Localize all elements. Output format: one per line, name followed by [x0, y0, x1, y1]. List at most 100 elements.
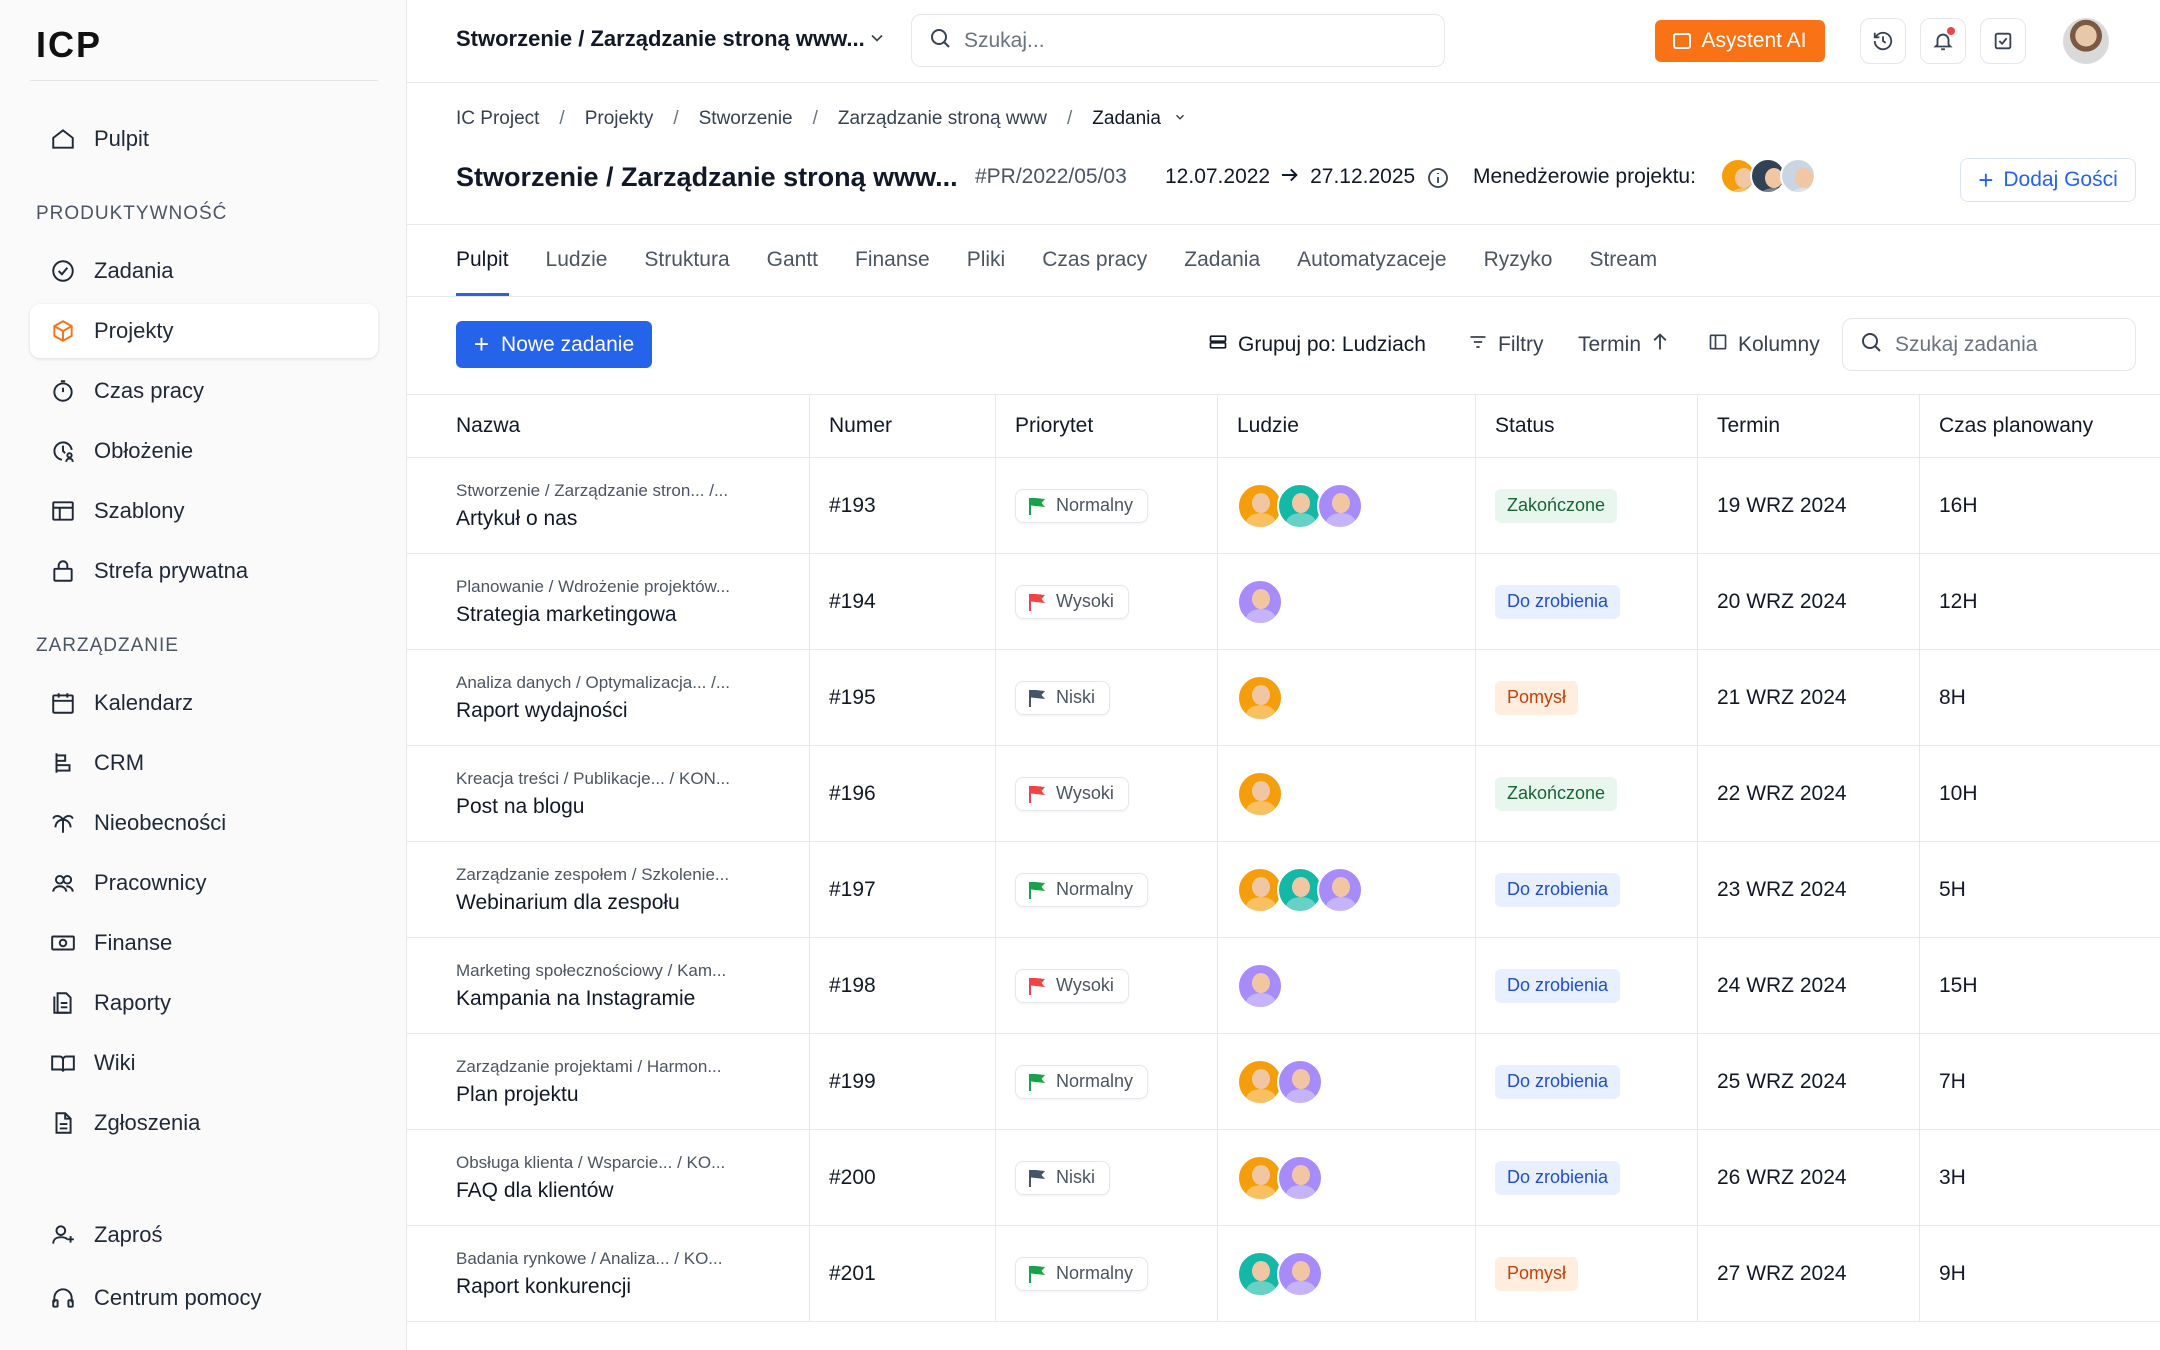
task-name-cell[interactable]: Zarządzanie projektami / Harmon... Plan p… [407, 1034, 810, 1129]
table-row[interactable]: Zarządzanie projektami / Harmon... Plan p… [407, 1034, 2160, 1130]
task-name[interactable]: Raport wydajności [456, 698, 628, 722]
task-name-cell[interactable]: Planowanie / Wdrożenie projektów... Strat… [407, 554, 810, 649]
status-badge[interactable]: Zakończone [1495, 488, 1618, 523]
tab-ryzyko[interactable]: Ryzyko [1483, 248, 1553, 271]
sidebar-item-nieobecnosci[interactable]: Nieobecności [30, 796, 378, 850]
column-header-status[interactable]: Status [1476, 395, 1698, 457]
columns-button[interactable]: Kolumny [1708, 332, 1820, 358]
breadcrumb-item[interactable]: IC Project [456, 108, 540, 129]
status-badge[interactable]: Do zrobienia [1495, 1160, 1621, 1195]
priority-badge[interactable]: Wysoki [1015, 968, 1129, 1003]
sidebar-item-pulpit[interactable]: Pulpit [30, 112, 378, 166]
person-avatar[interactable] [1237, 1154, 1283, 1201]
sort-button[interactable]: Termin [1578, 332, 1669, 358]
status-badge[interactable]: Pomysł [1495, 1256, 1579, 1291]
person-avatar[interactable] [1277, 482, 1323, 529]
priority-badge[interactable]: Normalny [1015, 872, 1149, 907]
person-avatar[interactable] [1277, 866, 1323, 913]
task-name-cell[interactable]: Stworzenie / Zarządzanie stron... /... Ar… [407, 458, 810, 553]
task-name-cell[interactable]: Zarządzanie zespołem / Szkolenie... Webin… [407, 842, 810, 937]
person-avatar[interactable] [1237, 674, 1283, 721]
person-avatar[interactable] [1237, 1250, 1283, 1297]
status-badge[interactable]: Do zrobienia [1495, 1064, 1621, 1099]
sidebar-item-raporty[interactable]: Raporty [30, 976, 378, 1030]
priority-badge[interactable]: Normalny [1015, 1064, 1149, 1099]
add-guests-button[interactable]: + Dodaj Gości [1960, 158, 2136, 202]
breadcrumb-current[interactable]: Zadania [1092, 108, 1161, 129]
info-icon[interactable] [1426, 166, 1450, 195]
sidebar-item-centrum-pomocy[interactable]: Centrum pomocy [30, 1271, 378, 1325]
task-name[interactable]: Strategia marketingowa [456, 602, 677, 626]
history-button[interactable] [1860, 18, 1906, 64]
table-row[interactable]: Planowanie / Wdrożenie projektów... Strat… [407, 554, 2160, 650]
status-badge[interactable]: Pomysł [1495, 680, 1579, 715]
task-search-input[interactable]: Szukaj zadania [1842, 318, 2136, 371]
project-select[interactable]: Stworzenie / Zarządzanie stroną www... [456, 26, 865, 51]
task-name[interactable]: Webinarium dla zespołu [456, 890, 680, 914]
column-header-planned-time[interactable]: Czas planowany [1939, 414, 2094, 437]
table-row[interactable]: Stworzenie / Zarządzanie stron... /... Ar… [407, 458, 2160, 554]
manager-avatar[interactable] [1780, 158, 1816, 194]
user-avatar[interactable] [2063, 18, 2109, 64]
chevron-down-icon[interactable] [867, 28, 887, 53]
sidebar-item-strefa-prywatna[interactable]: Strefa prywatna [30, 544, 378, 598]
table-row[interactable]: Kreacja treści / Publikacje... / KON... P… [407, 746, 2160, 842]
column-header-people[interactable]: Ludzie [1218, 395, 1476, 457]
sidebar-item-szablony[interactable]: Szablony [30, 484, 378, 538]
person-avatar[interactable] [1237, 1058, 1283, 1105]
status-badge[interactable]: Do zrobienia [1495, 872, 1621, 907]
priority-badge[interactable]: Niski [1015, 680, 1110, 715]
tab-pliki[interactable]: Pliki [966, 248, 1006, 271]
sidebar-item-projekty[interactable]: Projekty [30, 304, 378, 358]
status-badge[interactable]: Zakończone [1495, 776, 1618, 811]
tab-pulpit[interactable]: Pulpit [456, 248, 509, 296]
priority-badge[interactable]: Wysoki [1015, 776, 1129, 811]
tab-gantt[interactable]: Gantt [766, 248, 818, 271]
person-avatar[interactable] [1237, 578, 1283, 625]
column-header-due[interactable]: Termin [1698, 395, 1920, 457]
task-name-cell[interactable]: Analiza danych / Optymalizacja... /... Ra… [407, 650, 810, 745]
breadcrumb-item[interactable]: Stworzenie [698, 108, 793, 129]
sidebar-item-finanse[interactable]: Finanse [30, 916, 378, 970]
breadcrumb-item[interactable]: Projekty [584, 108, 654, 129]
person-avatar[interactable] [1317, 482, 1363, 529]
task-name[interactable]: Post na blogu [456, 794, 585, 818]
priority-badge[interactable]: Wysoki [1015, 584, 1129, 619]
chevron-down-icon[interactable] [1173, 108, 1187, 130]
person-avatar[interactable] [1317, 866, 1363, 913]
task-name-cell[interactable]: Badania rynkowe / Analiza... / KO... Rapo… [407, 1226, 810, 1321]
sidebar-item-zgloszenia[interactable]: Zgłoszenia [30, 1096, 378, 1150]
table-row[interactable]: Obsługa klienta / Wsparcie... / KO... FAQ… [407, 1130, 2160, 1226]
task-name[interactable]: Artykuł o nas [456, 506, 578, 530]
tab-czas-pracy[interactable]: Czas pracy [1042, 248, 1148, 271]
column-header-priority[interactable]: Priorytet [996, 395, 1218, 457]
notifications-button[interactable] [1920, 18, 1966, 64]
app-logo[interactable]: ICP [36, 24, 103, 65]
person-avatar[interactable] [1237, 770, 1283, 817]
priority-badge[interactable]: Normalny [1015, 1256, 1149, 1291]
sidebar-item-zapros[interactable]: Zaproś [30, 1208, 378, 1262]
person-avatar[interactable] [1237, 962, 1283, 1009]
task-name-cell[interactable]: Marketing społecznościowy / Kam... Kampan… [407, 938, 810, 1033]
tab-zadania[interactable]: Zadania [1184, 248, 1261, 271]
task-name[interactable]: Plan projektu [456, 1082, 579, 1106]
person-avatar[interactable] [1277, 1058, 1323, 1105]
table-row[interactable]: Badania rynkowe / Analiza... / KO... Rapo… [407, 1226, 2160, 1322]
column-header-number[interactable]: Numer [810, 395, 996, 457]
ai-assistant-button[interactable]: Asystent AI [1655, 20, 1825, 62]
task-name[interactable]: Kampania na Instagramie [456, 986, 696, 1010]
filters-button[interactable]: Filtry [1468, 332, 1544, 358]
group-by-button[interactable]: Grupuj po: Ludziach [1208, 332, 1426, 358]
tab-automatyzacje[interactable]: Automatyzaceje [1297, 248, 1447, 271]
tab-finanse[interactable]: Finanse [855, 248, 930, 271]
column-header-name[interactable]: Nazwa [407, 395, 810, 457]
breadcrumb-item[interactable]: Zarządzanie stroną www [837, 108, 1047, 129]
status-badge[interactable]: Do zrobienia [1495, 584, 1621, 619]
table-row[interactable]: Analiza danych / Optymalizacja... /... Ra… [407, 650, 2160, 746]
new-task-button[interactable]: + Nowe zadanie [456, 321, 652, 368]
tasks-button[interactable] [1980, 18, 2026, 64]
task-name[interactable]: FAQ dla klientów [456, 1178, 614, 1202]
person-avatar[interactable] [1237, 482, 1283, 529]
sidebar-item-kalendarz[interactable]: Kalendarz [30, 676, 378, 730]
priority-badge[interactable]: Niski [1015, 1160, 1110, 1195]
